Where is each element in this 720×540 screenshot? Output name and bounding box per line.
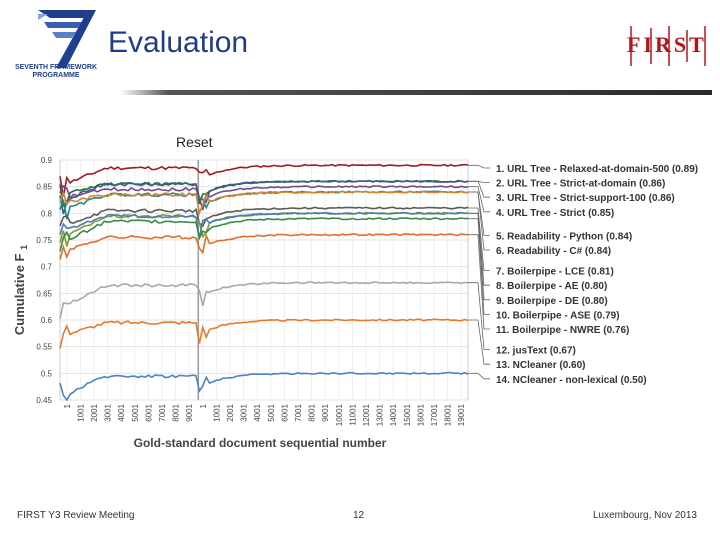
x-tick-label: 14001: [389, 403, 398, 426]
legend-connector: [468, 218, 490, 315]
series-line-1: [59, 163, 469, 197]
x-tick-label: 11001: [348, 403, 357, 425]
fp7-logo: [38, 10, 96, 68]
series-line-11: [59, 232, 469, 260]
legend-connector: [468, 319, 490, 365]
x-tick-label: 13001: [376, 403, 385, 426]
legend-connector: [468, 282, 490, 351]
legend-entry: 13. NCleaner (0.60): [496, 360, 586, 371]
x-tick-label: 9001: [321, 403, 330, 421]
x-tick-label: 12001: [362, 403, 371, 426]
x-tick-label: 8001: [172, 403, 181, 421]
x-tick-label: 10001: [335, 403, 344, 426]
series-line-4: [59, 184, 469, 211]
legend-connector: [468, 234, 490, 330]
footer-location-date: Luxembourg, Nov 2013: [593, 510, 697, 521]
x-tick-label: 16001: [416, 403, 425, 426]
legend-entry: 1. URL Tree - Relaxed-at-domain-500 (0.8…: [496, 164, 698, 175]
series-line-7: [59, 206, 469, 228]
x-tick-label: 15001: [403, 403, 412, 426]
y-tick-label: 0.6: [41, 316, 53, 325]
y-tick-label: 0.5: [41, 369, 53, 378]
legend-entry: 7. Boilerpipe - LCE (0.81): [496, 267, 614, 278]
y-tick-label: 0.65: [36, 289, 52, 298]
legend-entry: 12. jusText (0.67): [496, 346, 576, 357]
x-tick-label: 9001: [185, 403, 194, 421]
x-tick-label: 2001: [90, 403, 99, 421]
x-tick-label: 4001: [117, 403, 126, 421]
series-line-3: [59, 179, 469, 215]
fp7-caption-line1: SEVENTH FRAMEWORK: [14, 64, 98, 71]
series-line-6: [59, 190, 469, 216]
x-tick-label: 1001: [76, 403, 85, 421]
series-line-10: [59, 217, 469, 252]
series-line-9: [59, 211, 469, 239]
x-tick-label: 7001: [294, 403, 303, 421]
legend-connector: [468, 164, 490, 169]
legend-entry: 10. Boilerpipe - ASE (0.79): [496, 310, 620, 321]
x-tick-label: 5001: [267, 403, 276, 421]
legend-connector: [468, 207, 490, 272]
legend-connector: [468, 372, 490, 380]
y-axis-label: Cumulative F 1: [12, 245, 29, 335]
x-tick-label: 5001: [131, 403, 140, 421]
legend-entry: 8. Boilerpipe - AE (0.80): [496, 281, 607, 292]
y-tick-label: 0.9: [41, 156, 53, 165]
legend-entry: 14. NCleaner - non-lexical (0.50): [496, 375, 647, 386]
x-tick-label: 1001: [212, 403, 221, 421]
x-tick-label: 6001: [144, 403, 153, 421]
legend-entry: 4. URL Tree - Strict (0.85): [496, 208, 614, 219]
legend-connector: [468, 180, 490, 198]
series-line-13: [59, 318, 469, 349]
f1-chart: 0.450.50.550.60.650.70.750.80.850.9 1 100…: [12, 156, 698, 450]
x-tick-label: 18001: [444, 403, 453, 426]
x-tick-label: 3001: [240, 403, 249, 421]
x-tick-label: 3001: [104, 403, 113, 421]
y-tick-label: 0.8: [41, 209, 53, 218]
legend-entry: 11. Boilerpipe - NWRE (0.76): [496, 325, 629, 336]
header-divider: [120, 90, 712, 95]
slide-header: SEVENTH FRAMEWORK PROGRAMME Evaluation F…: [0, 0, 720, 100]
legend-entry: 9. Boilerpipe - DE (0.80): [496, 296, 608, 307]
legend-entry: 2. URL Tree - Strict-at-domain (0.86): [496, 179, 665, 190]
y-tick-label: 0.85: [36, 183, 52, 192]
x-tick-label: 1: [199, 403, 208, 408]
x-axis-label: Gold-standard document sequential number: [134, 436, 387, 450]
x-tick-label: 17001: [430, 403, 439, 426]
reset-annotation: Reset: [176, 134, 213, 150]
legend-connector: [468, 191, 490, 251]
x-tick-label: 4001: [253, 403, 262, 421]
x-tick-label: 19001: [457, 403, 466, 426]
x-tick-label: 2001: [226, 403, 235, 421]
chart-area: 0.45 0.5 0.55 0.6 0.65 0.7 0.75 0.8 0.85 0.9 1 100…: [0, 130, 720, 460]
x-tick-label: 6001: [280, 403, 289, 421]
series-line-14: [59, 371, 469, 402]
y-tick-label: 0.45: [36, 396, 52, 405]
legend-connector: [468, 186, 490, 213]
series-line-12: [59, 281, 469, 320]
legend-entry: 5. Readability - Python (0.84): [496, 231, 632, 242]
y-tick-label: 0.7: [41, 263, 53, 272]
first-logo-bars: [630, 26, 706, 66]
x-tick-label: 7001: [158, 403, 167, 421]
footer-page-number: 12: [353, 510, 365, 521]
x-tick-label: 8001: [308, 403, 317, 421]
fp7-caption: SEVENTH FRAMEWORK PROGRAMME: [8, 64, 104, 80]
y-axis-label-subscript: 1: [19, 245, 29, 250]
x-tick-label: 1: [63, 403, 72, 408]
legend-entry: 3. URL Tree - Strict-support-100 (0.86): [496, 193, 675, 204]
first-logo: FIRST: [627, 32, 707, 57]
legend-connector: [468, 212, 490, 301]
fp7-caption-line2: PROGRAMME: [32, 72, 80, 79]
plot-frame: [59, 159, 469, 401]
y-tick-label: 0.55: [36, 343, 52, 352]
page-title: Evaluation: [108, 26, 249, 59]
legend-entry: 6. Readability - C# (0.84): [496, 246, 611, 257]
footer-meeting: FIRST Y3 Review Meeting: [17, 510, 135, 521]
y-tick-label: 0.75: [36, 236, 52, 245]
